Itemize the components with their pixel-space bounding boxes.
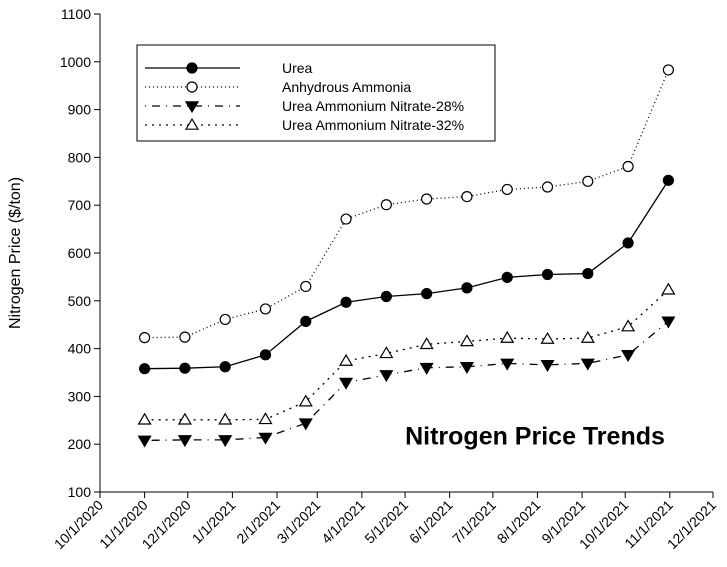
x-tick-label: 1/1/2021 xyxy=(189,497,239,547)
data-point xyxy=(379,346,394,359)
data-point xyxy=(500,330,515,343)
data-point xyxy=(580,358,595,371)
data-point xyxy=(582,267,594,280)
data-point xyxy=(501,183,513,196)
data-point xyxy=(259,303,272,315)
legend-label: Urea Ammonium Nitrate-32% xyxy=(282,117,464,133)
data-point xyxy=(259,349,272,361)
annotation: Nitrogen Price Trends xyxy=(405,423,665,451)
x-tick-label: 2/1/2021 xyxy=(233,497,283,547)
series-line xyxy=(144,179,669,370)
data-point xyxy=(459,334,474,347)
data-point xyxy=(419,337,434,350)
series-line xyxy=(144,289,669,421)
data-point xyxy=(622,160,634,173)
x-tick-label: 10/1/2020 xyxy=(51,497,107,553)
legend-label: Urea xyxy=(282,60,313,76)
data-point xyxy=(300,315,312,327)
legend-marker xyxy=(186,62,198,74)
y-tick-label: 500 xyxy=(68,293,92,309)
y-tick-label: 100 xyxy=(68,484,92,500)
y-tick-label: 800 xyxy=(68,149,92,165)
y-tick-label: 300 xyxy=(68,388,92,404)
legend-marker xyxy=(184,117,200,130)
data-point xyxy=(621,350,636,362)
data-point xyxy=(421,288,433,300)
data-point xyxy=(380,290,392,303)
data-point xyxy=(540,331,555,344)
data-point xyxy=(339,353,354,366)
x-tick-label: 3/1/2021 xyxy=(274,497,324,547)
data-point xyxy=(500,358,515,371)
data-point xyxy=(622,237,634,249)
series-line xyxy=(144,320,669,442)
data-point xyxy=(662,64,674,76)
data-point xyxy=(339,377,354,390)
y-tick-label: 1100 xyxy=(61,6,91,22)
data-point xyxy=(177,435,192,448)
y-tick-label: 600 xyxy=(68,245,92,261)
data-point xyxy=(340,296,352,308)
legend-label: Urea Ammonium Nitrate-28% xyxy=(282,98,464,114)
data-point xyxy=(580,330,595,343)
data-point xyxy=(219,361,231,373)
data-point xyxy=(137,412,152,425)
data-point xyxy=(219,313,231,326)
data-point xyxy=(137,435,152,448)
data-point xyxy=(380,199,392,211)
data-point xyxy=(258,432,273,445)
data-point xyxy=(340,213,352,225)
data-point xyxy=(419,362,434,375)
data-point xyxy=(179,362,191,374)
data-point xyxy=(501,271,513,283)
data-point xyxy=(258,412,273,425)
data-point xyxy=(300,280,312,293)
data-point xyxy=(582,175,594,187)
y-tick-label: 900 xyxy=(68,102,92,118)
data-point xyxy=(139,363,151,375)
data-point xyxy=(218,435,233,448)
y-tick-label: 700 xyxy=(68,197,92,213)
y-tick-label: 200 xyxy=(68,436,92,452)
data-point xyxy=(461,190,473,203)
x-tick-label: 7/1/2021 xyxy=(449,497,499,547)
data-point xyxy=(661,282,676,295)
data-point xyxy=(540,360,555,373)
y-axis-label: Nitrogen Price ($/ton) xyxy=(7,177,24,329)
y-tick-label: 1000 xyxy=(60,54,91,70)
data-point xyxy=(459,361,474,374)
data-point xyxy=(621,319,636,332)
data-point xyxy=(298,394,313,407)
data-point xyxy=(421,193,433,205)
data-point xyxy=(139,332,151,344)
y-tick-label: 400 xyxy=(68,341,92,357)
data-point xyxy=(179,331,191,343)
legend-marker xyxy=(184,101,200,114)
data-point xyxy=(541,268,554,281)
legend-label: Anhydrous Ammonia xyxy=(282,79,411,95)
data-point xyxy=(541,181,554,193)
data-point xyxy=(379,370,394,383)
data-point xyxy=(662,174,674,186)
data-point xyxy=(661,316,676,329)
x-tick-label: 8/1/2021 xyxy=(494,497,544,547)
legend-marker xyxy=(186,81,198,93)
x-tick-label: 5/1/2021 xyxy=(361,497,411,547)
data-point xyxy=(298,418,313,431)
data-point xyxy=(218,412,233,425)
x-tick-label: 6/1/2021 xyxy=(406,497,456,547)
data-point xyxy=(177,412,192,425)
data-point xyxy=(461,282,473,294)
x-tick-label: 4/1/2021 xyxy=(318,497,368,547)
legend-box xyxy=(136,44,496,142)
